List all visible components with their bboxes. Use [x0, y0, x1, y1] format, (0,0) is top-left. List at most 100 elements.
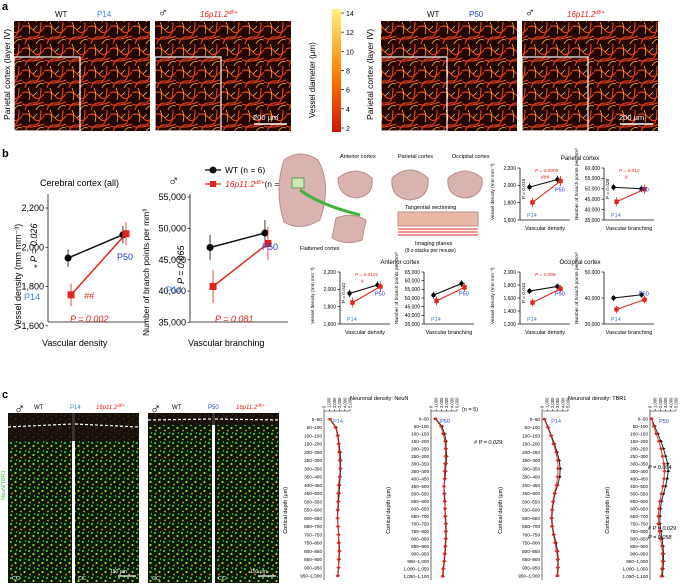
- a-mut-p50-image: [522, 21, 658, 131]
- depth-tick-label: 50–100: [307, 425, 323, 430]
- c-left-wt: WT: [34, 405, 44, 411]
- a-mut-p14-inset: [154, 56, 222, 132]
- colorbar-tick-label: 14: [346, 11, 354, 18]
- profile-point-mut: [337, 558, 340, 561]
- profile-point-mut: [443, 477, 446, 480]
- profile-line-mut: [434, 418, 447, 577]
- b-chart1-p14: P14: [24, 292, 40, 302]
- profile-point-mut: [336, 516, 339, 520]
- profile-point-mut: [556, 558, 559, 561]
- c-left-age: P14: [70, 405, 81, 411]
- depth-tick-label: 600–650: [522, 516, 540, 521]
- y-tick-label: 35,000: [158, 318, 186, 328]
- y-tick-label: 40,000: [585, 296, 601, 302]
- c-male-icon-left: ♂: [14, 401, 25, 418]
- data-point-mut: [530, 200, 535, 205]
- y-tick-label: 1,800: [323, 304, 336, 310]
- y-tick-label: 45,000: [405, 304, 421, 310]
- depth-tick-label: 750–800: [522, 541, 540, 546]
- c-mut-p50-pia: [214, 418, 280, 421]
- profile-point-mut: [443, 545, 447, 548]
- profile-point-mut: [336, 492, 340, 495]
- profile-point-mut: [337, 450, 341, 454]
- chart-cortex-branching: 55,000 50,000 45,000 40,000 35,000: [158, 192, 288, 328]
- b-chart1-xlabel: Vascular density: [42, 338, 108, 348]
- depth-tick-label: 450–500: [411, 484, 429, 489]
- c-cc-3: CC: [152, 576, 160, 582]
- neun-p50-pvalue: # P = 0.029: [474, 440, 502, 446]
- data-point-mut: [462, 285, 467, 290]
- profile-point-mut: [338, 475, 341, 479]
- c-mut-p14-pia: [74, 423, 140, 428]
- y-tick-label: 50,000: [585, 187, 601, 193]
- series-line-mut: [532, 288, 561, 304]
- b-chart1-p-wt: P = 0.026: [29, 224, 39, 262]
- depth-annotations: # P = 0.029 P = 0.004 # P = 0.029 P = 0.058: [474, 440, 676, 541]
- profile-point-mut: [555, 483, 558, 487]
- parietal-section: [391, 169, 429, 201]
- series-line-mut: [616, 299, 645, 310]
- depth-tick-label: 250–300: [522, 458, 540, 463]
- profile-point-mut: [661, 560, 664, 563]
- depth-tick-label: 0–50: [419, 417, 430, 422]
- sch-occipital: Occipital cortex: [452, 154, 490, 160]
- profile-point-mut: [444, 447, 447, 450]
- small-chart-ylabel: Number of branch points per mm³: [574, 252, 580, 324]
- profile-point-wt: [662, 492, 665, 495]
- panel-c-label: c: [2, 389, 8, 401]
- profile-point-mut: [443, 515, 447, 518]
- depth-tick-label: 300–350: [304, 466, 322, 471]
- depth-tick-label: 900–950: [630, 552, 648, 557]
- sch-tangential: Tangential sectioning: [405, 205, 456, 211]
- depth-tick-label: 350–400: [411, 469, 429, 474]
- y-tick-label: 50,000: [585, 270, 601, 276]
- x-tick-label: 1,000: [327, 397, 332, 408]
- profile-point-mut: [441, 432, 445, 435]
- depth-tick-label: 250–300: [411, 454, 429, 459]
- tbr1-p-2: # P = 0.029: [648, 526, 676, 532]
- depth-age-label: P50: [659, 419, 669, 425]
- small-chart-0: 2,200 2,000 1,800 1,600 Parietal cortex Vascu…: [490, 156, 599, 232]
- profile-point-mut: [552, 442, 555, 446]
- small-chart-xlabel: Vascular density: [525, 330, 565, 336]
- data-point-mut: [614, 199, 619, 204]
- profile-point-wt: [559, 467, 562, 470]
- data-point-wt: [639, 292, 644, 297]
- depth-tick-label: 300–350: [630, 462, 648, 467]
- b-chart1-title: Cerebral cortex (all): [40, 178, 119, 188]
- profile-point-mut: [662, 462, 666, 465]
- small-charts: 2,200 2,000 1,800 1,600 Parietal cortex Vascu…: [310, 148, 654, 336]
- profile-point-mut: [556, 459, 559, 462]
- data-point-mut: [558, 178, 563, 184]
- c-n-label: (n = 5): [462, 407, 478, 413]
- profile-point-mut: [660, 545, 664, 548]
- x-tick-label: 0: [540, 405, 545, 408]
- profile-point-mut: [337, 533, 340, 536]
- profile-point-mut: [337, 541, 340, 545]
- b-chart1-p50: P50: [117, 252, 133, 262]
- profile-point-mut: [655, 432, 658, 435]
- profile-point-mut: [441, 567, 445, 570]
- series-line-wt: [67, 234, 124, 259]
- c-right-age: P50: [208, 405, 219, 411]
- y-tick-label: 40,000: [405, 313, 421, 319]
- profile-line-wt: [329, 418, 342, 576]
- depth-tick-label: 750–800: [304, 541, 322, 546]
- data-point-wt: [459, 281, 464, 286]
- depth-tick-label: 550–600: [522, 508, 540, 513]
- panel-a-ylabel-right: Parietal cortex (layer IV): [365, 29, 375, 120]
- a-right-mut-label: 16p11.2df/+: [567, 10, 605, 19]
- depth-tick-label: 150–200: [304, 442, 322, 447]
- depth-tick-label: 1,050–1,100: [622, 574, 648, 579]
- depth-chart-3: 0 1,000 2,000 3,000 4,000 5,000 0–50 50–100 100–…: [605, 397, 679, 580]
- profile-point-mut: [552, 533, 555, 536]
- small-chart-p-mut: P = 0.096: [535, 272, 556, 278]
- depth-age-label: P14: [333, 419, 343, 425]
- panel-a-ylabel: Parietal cortex (layer IV): [2, 29, 12, 120]
- profile-point-mut: [657, 440, 661, 443]
- series-line-wt: [529, 178, 558, 188]
- x-tick-label: 4,000: [449, 397, 454, 408]
- x-tick-label: 1,000: [434, 397, 439, 408]
- depth-tick-label: 600–650: [630, 507, 648, 512]
- depth-tick-label: 550–600: [304, 508, 322, 513]
